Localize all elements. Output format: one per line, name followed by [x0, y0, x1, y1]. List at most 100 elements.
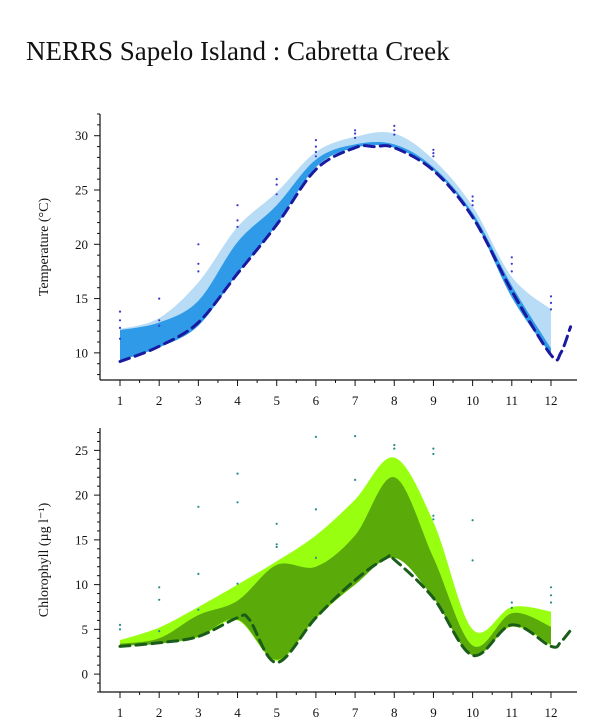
data-point — [118, 628, 122, 631]
chlorophyll-inner-band — [120, 476, 551, 660]
data-point — [314, 556, 317, 559]
data-point — [158, 586, 161, 589]
y-tick-label: 0 — [82, 667, 89, 682]
y-tick-label: 5 — [82, 622, 89, 637]
y-tick-label: 30 — [75, 128, 88, 143]
x-tick-label: 5 — [273, 705, 280, 720]
y-axis-label: Chlorophyll (µg l⁻¹) — [37, 502, 52, 617]
data-point — [197, 243, 200, 246]
data-point — [197, 608, 200, 611]
data-point — [549, 586, 553, 589]
data-point — [275, 543, 278, 546]
data-point — [393, 443, 396, 447]
x-tick-label: 9 — [430, 705, 437, 720]
x-tick-label: 12 — [544, 705, 557, 720]
y-tick-label: 20 — [75, 488, 88, 503]
data-point — [197, 505, 200, 508]
data-point — [314, 435, 317, 438]
x-tick-label: 7 — [352, 705, 359, 720]
data-point — [118, 623, 122, 627]
data-point — [158, 297, 161, 300]
temperature-dashed-line — [118, 144, 573, 363]
data-point — [118, 310, 122, 313]
data-point — [275, 522, 278, 525]
data-point — [275, 178, 278, 181]
x-tick-label: 8 — [391, 393, 398, 408]
data-point — [549, 301, 553, 304]
data-point — [510, 601, 513, 604]
data-point — [236, 582, 239, 585]
data-point — [354, 129, 357, 132]
data-point — [236, 204, 239, 207]
data-point — [393, 447, 396, 450]
y-tick-label: 25 — [75, 183, 88, 198]
data-point — [393, 129, 396, 132]
data-point — [354, 435, 357, 438]
data-point — [471, 195, 474, 198]
x-tick-label: 5 — [273, 393, 280, 408]
data-point — [393, 133, 396, 136]
data-point — [510, 606, 513, 610]
data-point — [158, 324, 161, 327]
x-tick-label: 6 — [313, 393, 320, 408]
y-tick-label: 25 — [75, 443, 88, 458]
data-point — [197, 572, 200, 576]
x-tick-label: 9 — [430, 393, 437, 408]
y-tick-label: 15 — [75, 291, 88, 306]
data-point — [236, 225, 239, 228]
x-tick-label: 1 — [117, 705, 124, 720]
x-tick-label: 6 — [313, 705, 320, 720]
x-tick-label: 11 — [506, 705, 519, 720]
data-point — [197, 270, 200, 273]
data-point — [236, 219, 239, 222]
data-point — [471, 559, 474, 562]
chart-title: NERRS Sapelo Island : Cabretta Creek — [26, 36, 450, 66]
data-point — [314, 150, 317, 154]
data-point — [432, 514, 435, 517]
x-tick-label: 10 — [466, 393, 479, 408]
data-point — [314, 145, 317, 148]
data-point — [158, 598, 161, 601]
y-tick-label: 20 — [75, 237, 88, 252]
x-tick-label: 4 — [234, 393, 241, 408]
data-point — [471, 199, 474, 202]
temperature-inner-band — [120, 142, 551, 361]
x-tick-label: 10 — [466, 705, 479, 720]
data-point — [549, 295, 553, 298]
data-point — [236, 472, 239, 475]
x-tick-label: 3 — [195, 393, 202, 408]
x-tick-label: 2 — [156, 393, 163, 408]
data-point — [118, 326, 122, 329]
x-tick-label: 4 — [234, 705, 241, 720]
x-tick-label: 8 — [391, 705, 398, 720]
data-point — [471, 204, 474, 207]
data-point — [275, 193, 278, 196]
data-point — [549, 308, 553, 311]
x-tick-label: 7 — [352, 393, 359, 408]
x-tick-label: 2 — [156, 705, 163, 720]
chlorophyll-dashed-line — [118, 553, 573, 665]
data-point — [314, 139, 317, 142]
y-tick-label: 10 — [75, 345, 88, 360]
data-point — [275, 183, 278, 186]
data-point — [354, 132, 357, 135]
data-point — [118, 337, 122, 340]
data-point — [236, 501, 239, 504]
data-point — [432, 155, 435, 158]
data-point — [432, 152, 435, 155]
data-point — [314, 508, 317, 511]
y-axis-label: Temperature (°C) — [37, 198, 52, 297]
data-point — [158, 319, 161, 322]
data-point — [549, 601, 553, 604]
data-point — [510, 256, 513, 259]
data-point — [510, 262, 513, 265]
x-tick-label: 3 — [195, 705, 202, 720]
y-tick-label: 15 — [75, 532, 88, 547]
data-point — [432, 518, 435, 521]
data-point — [314, 155, 317, 158]
data-point — [432, 148, 435, 151]
data-point — [432, 452, 435, 456]
